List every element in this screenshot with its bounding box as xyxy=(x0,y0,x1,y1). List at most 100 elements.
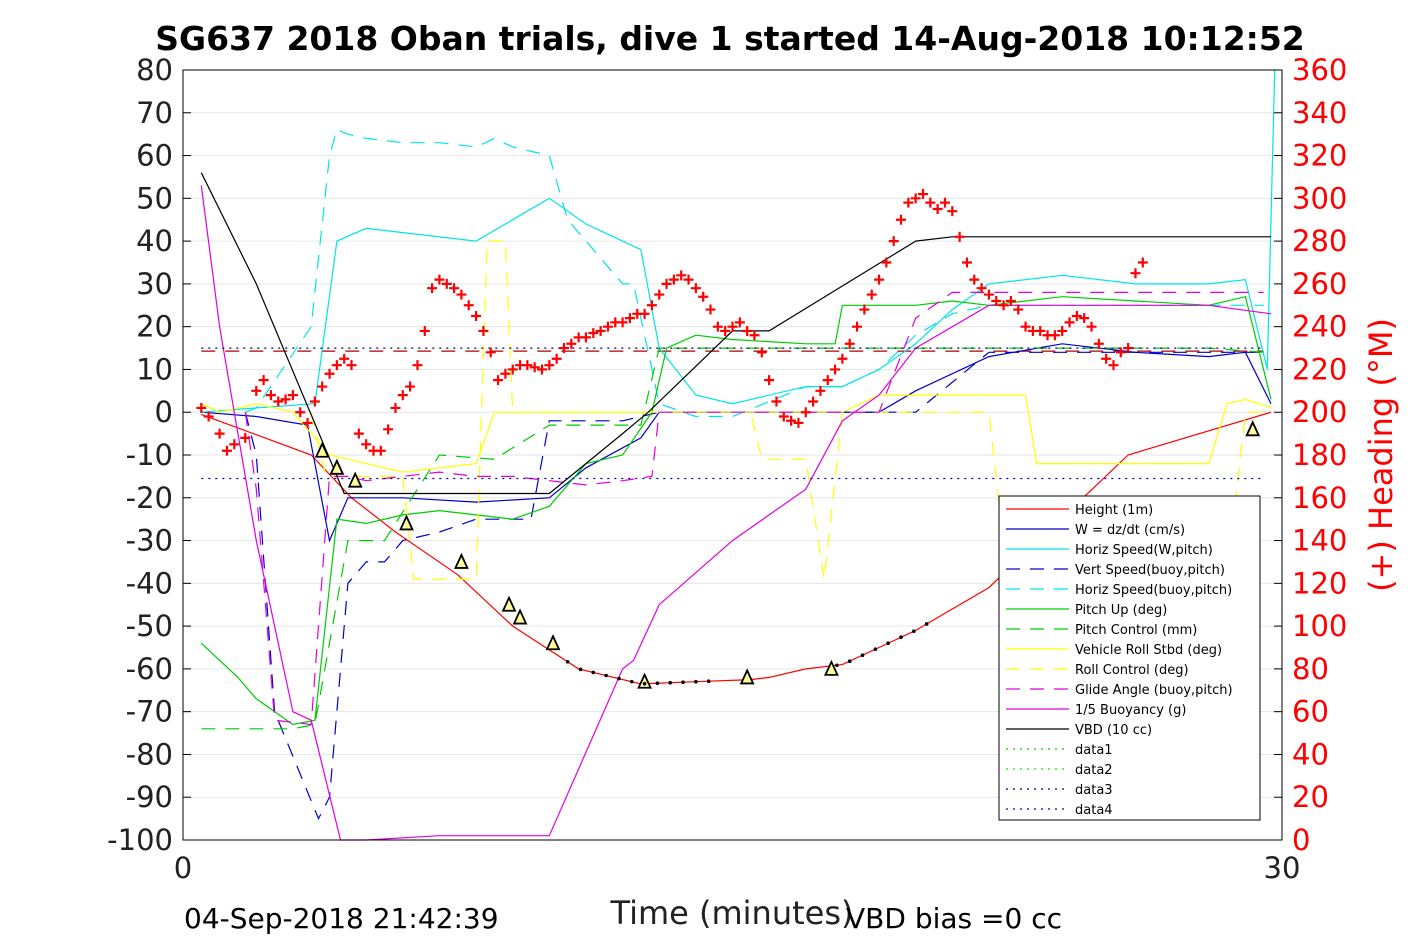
depth-marker xyxy=(314,441,330,458)
heading-point xyxy=(588,328,599,339)
depth-dot xyxy=(924,622,929,626)
heading-point xyxy=(309,396,320,407)
heading-point xyxy=(346,360,357,371)
heading-point xyxy=(1049,330,1060,341)
heading-point xyxy=(866,289,877,300)
depth-marker xyxy=(454,552,469,569)
heading-point xyxy=(390,402,401,413)
heading-point xyxy=(793,417,804,428)
depth-dot xyxy=(912,629,916,634)
heading-point xyxy=(939,197,950,208)
heading-point xyxy=(1093,338,1104,349)
depth-marker xyxy=(824,659,839,676)
heading-point xyxy=(602,321,613,332)
heading-point xyxy=(478,325,489,336)
left-tick-label: -20 xyxy=(126,481,173,515)
depth-marker xyxy=(1245,420,1261,437)
legend-label: Roll Control (deg) xyxy=(1075,663,1189,678)
footer-date: 04-Sep-2018 21:42:39 xyxy=(184,902,499,935)
heading-point xyxy=(295,407,306,418)
depth-dot xyxy=(694,679,698,684)
depth-dot xyxy=(706,679,711,684)
left-axis-ticks: 80 70 60 50 40 30 20 10 0 -10 -20 -30 -40 -50 -60 -70 -8… xyxy=(107,53,191,857)
right-tick-label: 80 xyxy=(1292,652,1329,686)
heading-point xyxy=(203,411,214,422)
heading-point xyxy=(1108,360,1119,371)
left-tick-label: -10 xyxy=(126,438,173,472)
heading-point xyxy=(969,274,980,285)
heading-point xyxy=(258,375,269,386)
heading-point xyxy=(749,330,760,341)
heading-point xyxy=(646,300,657,311)
heading-point xyxy=(353,428,364,439)
heading-point xyxy=(764,375,775,386)
legend: Height (1m) W = dz/dt (cm/s) Horiz Speed(W… xyxy=(998,495,1261,821)
right-tick-label: 120 xyxy=(1292,566,1347,600)
heading-point xyxy=(383,424,394,435)
heading-point xyxy=(778,411,789,422)
heading-point xyxy=(419,325,430,336)
legend-label: Horiz Speed(buoy,pitch) xyxy=(1075,583,1232,598)
heading-point xyxy=(551,353,562,364)
heading-point xyxy=(822,375,833,386)
heading-point xyxy=(639,308,650,319)
left-tick-label: -40 xyxy=(126,566,173,600)
heading-point xyxy=(983,289,994,300)
heading-point xyxy=(317,381,328,392)
heading-point xyxy=(221,445,232,456)
heading-point xyxy=(756,347,767,358)
legend-label: Horiz Speed(W,pitch) xyxy=(1075,543,1213,558)
right-tick-label: 200 xyxy=(1292,395,1347,429)
heading-point xyxy=(507,364,518,375)
heading-point xyxy=(580,332,591,343)
heading-point xyxy=(471,310,482,321)
series-line-4 xyxy=(245,129,1264,418)
depth-dot xyxy=(642,681,647,686)
heading-point xyxy=(881,257,892,268)
depth-dot xyxy=(886,641,890,646)
heading-point xyxy=(742,325,753,336)
legend-label: Glide Angle (buoy,pitch) xyxy=(1075,683,1233,698)
heading-point xyxy=(690,283,701,294)
legend-label: Vehicle Roll Stbd (deg) xyxy=(1075,643,1222,658)
depth-marker xyxy=(637,672,652,689)
depth-dot xyxy=(604,673,608,678)
heading-point xyxy=(998,300,1009,311)
heading-point xyxy=(595,325,606,336)
heading-point xyxy=(830,364,841,375)
left-tick-label: 30 xyxy=(136,267,173,301)
series-line-9 xyxy=(244,291,1264,726)
left-tick-label: -90 xyxy=(126,780,173,814)
right-tick-label: 180 xyxy=(1292,438,1347,472)
heading-point xyxy=(1071,310,1082,321)
heading-point xyxy=(280,394,291,405)
heading-point xyxy=(676,270,687,281)
heading-point xyxy=(361,439,372,450)
left-tick-label: 80 xyxy=(136,53,173,87)
heading-point xyxy=(485,347,496,358)
heading-point xyxy=(903,197,914,208)
heading-point xyxy=(449,283,460,294)
legend-label: Height (1m) xyxy=(1075,503,1153,518)
series-line-11 xyxy=(200,172,1271,495)
right-axis-label: (+) Heading (°M) xyxy=(1362,318,1400,592)
heading-point xyxy=(932,204,943,215)
series-line-10 xyxy=(200,185,1272,841)
legend-label: 1/5 Buoyancy (g) xyxy=(1075,703,1186,718)
depth-marker xyxy=(512,608,528,625)
heading-point xyxy=(800,407,811,418)
depth-dot xyxy=(873,647,878,652)
right-tick-label: 40 xyxy=(1292,737,1329,771)
heading-point xyxy=(976,283,987,294)
heading-point xyxy=(1115,347,1126,358)
right-tick-label: 300 xyxy=(1292,181,1347,215)
depth-dot xyxy=(629,679,634,684)
heading-point xyxy=(412,360,423,371)
heading-point xyxy=(624,313,635,324)
heading-point xyxy=(1079,313,1090,324)
depth-dot xyxy=(655,681,660,686)
right-tick-label: 360 xyxy=(1292,53,1347,87)
heading-point xyxy=(214,428,225,439)
heading-point xyxy=(808,396,819,407)
